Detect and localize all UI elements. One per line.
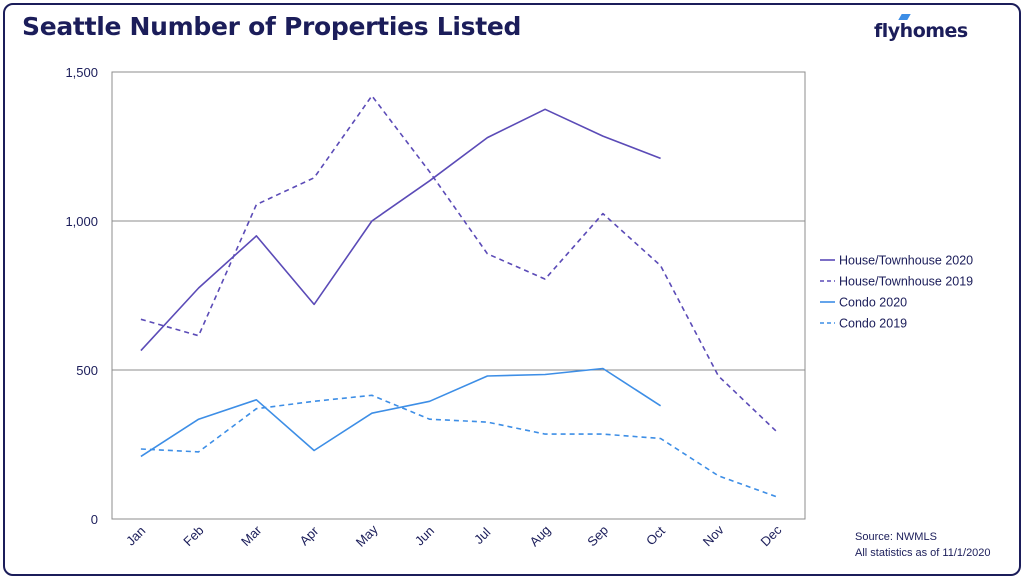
x-tick-label: Nov <box>700 522 727 549</box>
x-tick-label: Aug <box>526 522 553 549</box>
logo-text: flyhomes <box>874 20 968 42</box>
as-of-line: All statistics as of 11/1/2020 <box>855 547 991 559</box>
y-tick-label: 1,500 <box>65 65 98 80</box>
tick-labels: 0 500 1,000 1,500 Jan Feb Mar Apr May Jun Jul Aug Se… <box>65 65 784 550</box>
x-tick-label: Jan <box>123 523 148 548</box>
brand-logo: flyhomes <box>874 14 968 42</box>
series-line-2 <box>140 95 777 432</box>
legend-label: House/Townhouse 2019 <box>839 275 973 289</box>
legend: House/Townhouse 2020 House/Townhouse 2019… <box>820 254 973 331</box>
y-tick-label: 0 <box>91 512 98 527</box>
x-tick-label: Dec <box>757 522 784 549</box>
axes <box>111 71 806 520</box>
chart-title: Seattle Number of Properties Listed <box>22 12 522 41</box>
source-note: Source: NWMLS All statistics as of 11/1/… <box>855 529 991 561</box>
legend-label: House/Townhouse 2020 <box>839 254 973 268</box>
chart-frame <box>3 3 1021 576</box>
y-tick-label: 500 <box>76 363 98 378</box>
source-line: Source: NWMLS <box>855 531 937 543</box>
plot-area-border <box>111 71 806 520</box>
series-line-4 <box>140 394 777 498</box>
x-tick-label: Jun <box>412 523 437 548</box>
x-tick-label: Apr <box>296 523 321 548</box>
series-line-3 <box>140 367 662 458</box>
x-tick-label: May <box>353 521 381 549</box>
series-lines <box>140 95 777 498</box>
series-line-1 <box>140 108 661 352</box>
legend-label: Condo 2019 <box>839 317 907 331</box>
grid-lines <box>112 220 805 371</box>
y-tick-label: 1,000 <box>65 214 98 229</box>
legend-label: Condo 2020 <box>839 296 907 310</box>
x-tick-label: Mar <box>238 522 265 549</box>
x-tick-label: Jul <box>471 525 493 547</box>
x-tick-label: Oct <box>643 523 668 548</box>
x-tick-label: Sep <box>584 522 611 549</box>
x-tick-label: Feb <box>180 523 206 549</box>
